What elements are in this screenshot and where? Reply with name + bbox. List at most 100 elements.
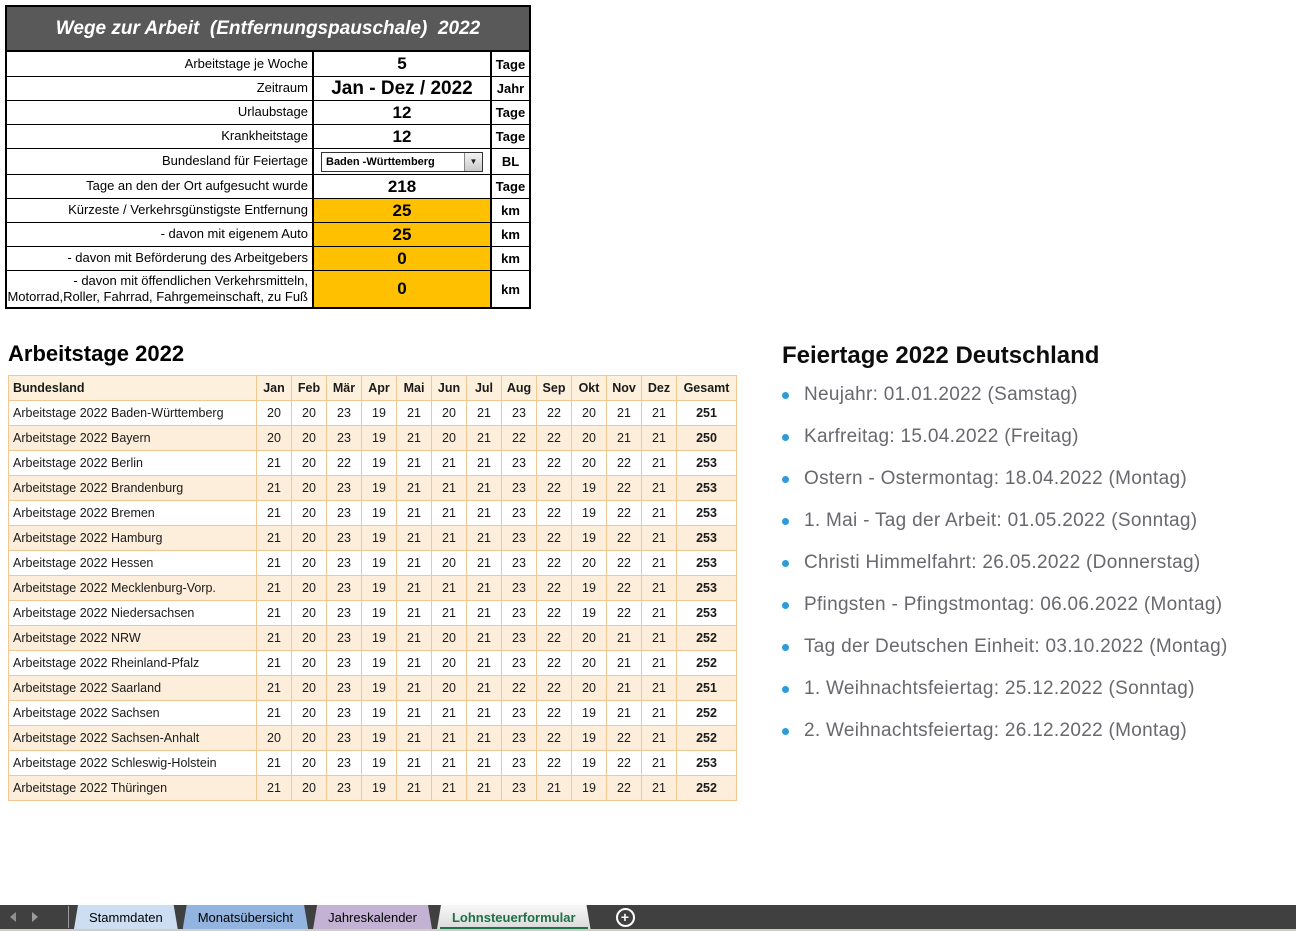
- month-value-cell: 21: [431, 725, 467, 751]
- month-value-cell: 21: [396, 525, 432, 551]
- bundesland-dropdown[interactable]: Baden -Württemberg ▼: [321, 151, 483, 172]
- form-row-value[interactable]: 218: [312, 175, 492, 198]
- month-value-cell: 21: [536, 775, 572, 801]
- state-name-cell: Arbeitstage 2022 Niedersachsen: [8, 600, 257, 626]
- month-value-cell: 20: [431, 550, 467, 576]
- column-header: Jul: [466, 375, 502, 401]
- month-value-cell: 21: [256, 650, 292, 676]
- month-value-cell: 21: [256, 525, 292, 551]
- month-value-cell: 21: [256, 675, 292, 701]
- tabs-container: Stammdaten Monatsübersicht Jahreskalender L…: [69, 905, 591, 929]
- table-row: Arbeitstage 2022 Bremen 21 20 23 19 21 21 21 23 2…: [8, 500, 737, 526]
- state-name-cell: Arbeitstage 2022 Mecklenburg-Vorp.: [8, 575, 257, 601]
- month-value-cell: 20: [291, 625, 327, 651]
- month-value-cell: 21: [396, 650, 432, 676]
- month-value-cell: 21: [641, 550, 677, 576]
- form-row: - davon mit Beförderung des Arbeitgebers…: [7, 246, 529, 270]
- month-value-cell: 20: [291, 725, 327, 751]
- form-row-label: Bundesland für Feiertage: [162, 153, 308, 169]
- column-header: Nov: [606, 375, 642, 401]
- form-row-unit: km: [501, 227, 520, 242]
- month-value-cell: 20: [291, 425, 327, 451]
- form-row-value[interactable]: 12: [312, 101, 492, 124]
- month-value-cell: 22: [536, 550, 572, 576]
- month-value-cell: 21: [256, 600, 292, 626]
- month-value-cell: 23: [326, 425, 362, 451]
- form-row-dropdown-cell[interactable]: Baden -Württemberg ▼: [312, 149, 492, 174]
- month-value-cell: 21: [641, 700, 677, 726]
- form-row-value[interactable]: 25: [312, 199, 492, 222]
- month-value-cell: 22: [606, 525, 642, 551]
- month-value-cell: 21: [396, 450, 432, 476]
- state-name-cell: Arbeitstage 2022 Saarland: [8, 675, 257, 701]
- month-value-cell: 21: [641, 400, 677, 426]
- month-value-cell: 21: [256, 575, 292, 601]
- form-row-value[interactable]: 0: [312, 247, 492, 270]
- plus-circle-icon[interactable]: +: [615, 907, 635, 927]
- month-value-cell: 21: [466, 550, 502, 576]
- month-value-cell: 19: [361, 725, 397, 751]
- month-value-cell: 21: [466, 500, 502, 526]
- total-cell: 253: [676, 475, 737, 501]
- list-item: 2. Weihnachtsfeiertag: 26.12.2022 (Monta…: [782, 710, 1228, 752]
- form-row-value[interactable]: 0: [312, 271, 492, 307]
- total-cell: 252: [676, 725, 737, 751]
- month-value-cell: 23: [501, 775, 537, 801]
- scroll-left-icon[interactable]: [10, 912, 16, 922]
- form-row-value[interactable]: 12: [312, 125, 492, 148]
- table-row: Arbeitstage 2022 Mecklenburg-Vorp. 21 20 23…: [8, 575, 737, 601]
- month-value-cell: 20: [291, 750, 327, 776]
- form-row-value[interactable]: 5: [312, 52, 492, 76]
- month-value-cell: 21: [641, 500, 677, 526]
- bullet-icon: [782, 559, 789, 567]
- month-value-cell: 23: [326, 500, 362, 526]
- worktable-heading: Arbeitstage 2022: [8, 341, 185, 366]
- month-value-cell: 22: [536, 425, 572, 451]
- workdays-table-head: Bundesland Jan Feb Mär Apr Mai Jun Jul Aug Sep Okt…: [8, 375, 737, 401]
- form-row-value[interactable]: Jan - Dez / 2022: [312, 77, 492, 100]
- month-value-cell: 21: [396, 675, 432, 701]
- month-value-cell: 20: [431, 650, 467, 676]
- total-cell: 251: [676, 400, 737, 426]
- total-cell: 252: [676, 700, 737, 726]
- column-header: Feb: [291, 375, 327, 401]
- chevron-down-icon[interactable]: ▼: [464, 152, 482, 171]
- total-cell: 250: [676, 425, 737, 451]
- form-row: Urlaubstage 12 Tage: [7, 100, 529, 124]
- sheet-tab-lohnsteuerformular[interactable]: Lohnsteuerformular: [437, 905, 591, 929]
- month-value-cell: 19: [571, 775, 607, 801]
- month-value-cell: 23: [501, 400, 537, 426]
- month-value-cell: 23: [501, 575, 537, 601]
- sheet-tab-stammdaten[interactable]: Stammdaten: [74, 905, 178, 929]
- bullet-icon: [782, 685, 789, 693]
- form-row-value[interactable]: 25: [312, 223, 492, 246]
- month-value-cell: 19: [361, 650, 397, 676]
- form-row: Kürzeste / Verkehrsgünstigste Entfernung…: [7, 198, 529, 222]
- month-value-cell: 22: [536, 400, 572, 426]
- month-value-cell: 20: [431, 425, 467, 451]
- month-value-cell: 21: [641, 725, 677, 751]
- scroll-right-icon[interactable]: [32, 912, 38, 922]
- column-header: Jun: [431, 375, 467, 401]
- table-row: Arbeitstage 2022 NRW 21 20 23 19 21 20 21 23 22 20…: [8, 625, 737, 651]
- month-value-cell: 21: [466, 575, 502, 601]
- form-rows: Arbeitstage je Woche 5 Tage Zeitraum Jan - D…: [5, 52, 531, 309]
- form-row-label: - davon mit eigenem Auto: [160, 226, 308, 242]
- state-name-cell: Arbeitstage 2022 Sachsen-Anhalt: [8, 725, 257, 751]
- month-value-cell: 22: [536, 650, 572, 676]
- month-value-cell: 23: [326, 475, 362, 501]
- holiday-text: Ostern - Ostermontag: 18.04.2022 (Montag…: [804, 468, 1187, 489]
- form-row-label: Kürzeste / Verkehrsgünstigste Entfernung: [68, 202, 308, 218]
- month-value-cell: 21: [256, 550, 292, 576]
- sheet-tab-monatsübersicht[interactable]: Monatsübersicht: [183, 905, 308, 929]
- month-value-cell: 20: [291, 450, 327, 476]
- sheet-tab-jahreskalender[interactable]: Jahreskalender: [313, 905, 432, 929]
- month-value-cell: 20: [571, 650, 607, 676]
- list-item: Christi Himmelfahrt: 26.05.2022 (Donners…: [782, 542, 1228, 584]
- month-value-cell: 20: [291, 600, 327, 626]
- month-value-cell: 19: [361, 525, 397, 551]
- month-value-cell: 21: [431, 700, 467, 726]
- month-value-cell: 21: [641, 750, 677, 776]
- month-value-cell: 23: [501, 600, 537, 626]
- month-value-cell: 23: [501, 700, 537, 726]
